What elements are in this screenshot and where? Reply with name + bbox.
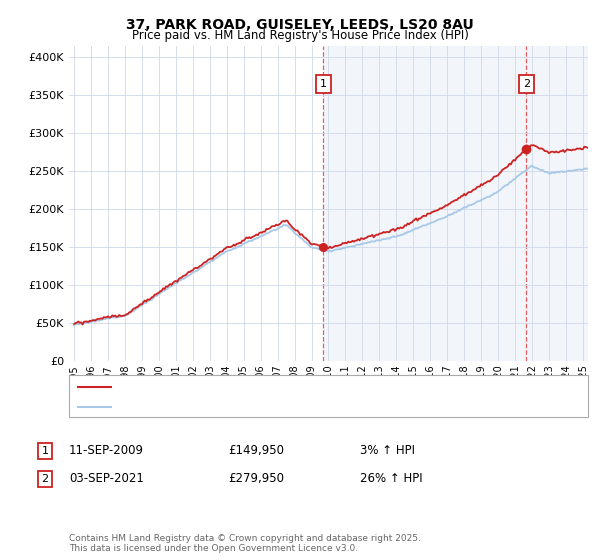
Text: 1: 1 <box>41 446 49 456</box>
Text: 1: 1 <box>320 79 327 88</box>
Text: Contains HM Land Registry data © Crown copyright and database right 2025.
This d: Contains HM Land Registry data © Crown c… <box>69 534 421 553</box>
Text: £149,950: £149,950 <box>228 444 284 458</box>
Text: HPI: Average price, semi-detached house, Leeds: HPI: Average price, semi-detached house,… <box>117 402 369 412</box>
Text: 03-SEP-2021: 03-SEP-2021 <box>69 472 144 486</box>
Text: £279,950: £279,950 <box>228 472 284 486</box>
Bar <box>323 46 526 361</box>
Text: 11-SEP-2009: 11-SEP-2009 <box>69 444 144 458</box>
Text: 2: 2 <box>41 474 49 484</box>
Text: Price paid vs. HM Land Registry's House Price Index (HPI): Price paid vs. HM Land Registry's House … <box>131 29 469 42</box>
Text: 37, PARK ROAD, GUISELEY, LEEDS, LS20 8AU (semi-detached house): 37, PARK ROAD, GUISELEY, LEEDS, LS20 8AU… <box>117 382 474 392</box>
Text: 3% ↑ HPI: 3% ↑ HPI <box>360 444 415 458</box>
Text: 37, PARK ROAD, GUISELEY, LEEDS, LS20 8AU: 37, PARK ROAD, GUISELEY, LEEDS, LS20 8AU <box>126 18 474 32</box>
Text: 2: 2 <box>523 79 530 88</box>
Text: 26% ↑ HPI: 26% ↑ HPI <box>360 472 422 486</box>
Bar <box>526 46 592 361</box>
